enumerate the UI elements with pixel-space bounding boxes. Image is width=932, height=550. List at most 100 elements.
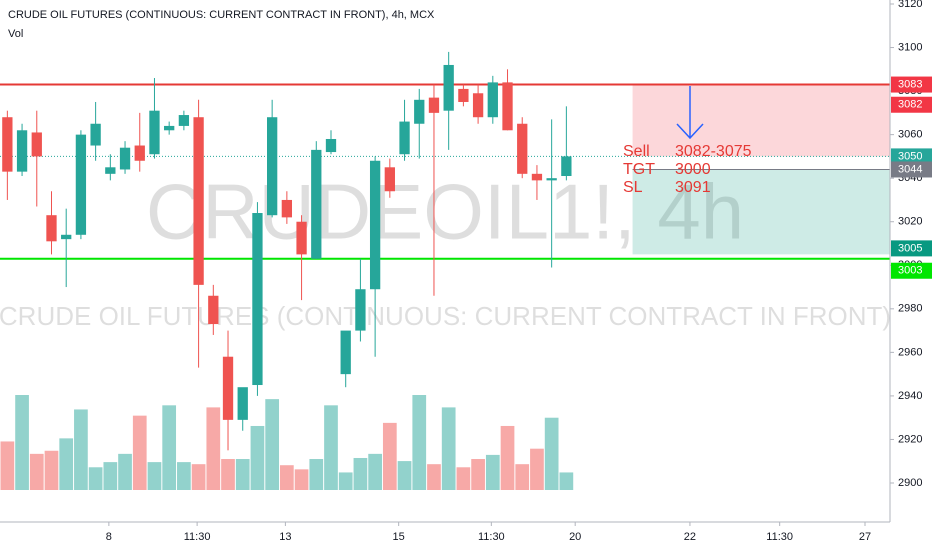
chart-title: CRUDE OIL FUTURES (CONTINUOUS: CURRENT C… bbox=[8, 9, 435, 21]
volume-bar bbox=[15, 395, 29, 490]
candle-body bbox=[237, 387, 248, 420]
candle-body bbox=[134, 145, 145, 161]
volume-bar bbox=[544, 417, 559, 490]
volume-bar bbox=[88, 467, 103, 490]
candle-body bbox=[443, 64, 454, 111]
volume-bar bbox=[147, 462, 162, 490]
candle-body bbox=[325, 138, 337, 153]
price-label: 3044 bbox=[898, 163, 922, 175]
volume-bar bbox=[235, 459, 250, 490]
x-tick-label: 20 bbox=[569, 531, 581, 543]
y-tick-label: 3060 bbox=[898, 129, 922, 141]
candle-body bbox=[105, 167, 116, 174]
annotation-text: 3091 bbox=[675, 179, 711, 196]
candle-body bbox=[340, 330, 351, 375]
volume-bar bbox=[412, 395, 427, 490]
candle-body bbox=[311, 149, 322, 259]
price-label-bg bbox=[891, 262, 932, 279]
volume-bar bbox=[338, 472, 353, 490]
candle-body bbox=[472, 93, 484, 118]
volume-bar bbox=[515, 464, 530, 490]
candle-body bbox=[487, 82, 498, 118]
volume-bar bbox=[221, 459, 235, 490]
volume-bar bbox=[250, 425, 265, 490]
volume-bar bbox=[29, 453, 44, 490]
target-zone bbox=[632, 169, 890, 255]
y-tick-label: 2940 bbox=[898, 390, 922, 402]
annotation-text: TGT bbox=[623, 161, 655, 178]
volume-bar bbox=[397, 461, 412, 490]
x-tick-label: 22 bbox=[684, 531, 696, 543]
price-label-bg bbox=[891, 76, 932, 93]
x-tick-label: 11:30 bbox=[766, 531, 793, 543]
volume-label: Vol bbox=[8, 28, 23, 40]
candle-body bbox=[193, 117, 204, 285]
candle-body bbox=[546, 178, 557, 181]
volume-bar bbox=[59, 438, 74, 490]
volume-bar bbox=[0, 441, 15, 490]
volume-bar bbox=[294, 469, 309, 490]
volume-bar bbox=[324, 405, 338, 490]
y-tick-label: 2980 bbox=[898, 303, 922, 315]
y-tick-label: 2900 bbox=[898, 477, 922, 489]
x-tick-label: 13 bbox=[279, 531, 291, 543]
candle-body bbox=[355, 289, 366, 331]
volume-bar bbox=[206, 407, 221, 490]
volume-bar bbox=[441, 407, 456, 490]
volume-bar bbox=[280, 465, 294, 490]
x-tick-label: 11:30 bbox=[478, 531, 505, 543]
candle-body bbox=[90, 123, 101, 146]
y-tick-label: 3120 bbox=[898, 0, 922, 10]
candle-body bbox=[252, 213, 263, 386]
candle-body bbox=[178, 115, 190, 126]
volume-bar bbox=[456, 467, 471, 490]
volume-bar bbox=[191, 464, 206, 490]
volume-bar bbox=[530, 448, 544, 490]
candle-body bbox=[502, 82, 513, 131]
annotation-text: 3082-3075 bbox=[675, 143, 752, 160]
candle-body bbox=[517, 123, 528, 174]
candle-body bbox=[531, 173, 543, 181]
annotation-text: SL bbox=[623, 179, 643, 196]
x-tick-label: 8 bbox=[106, 531, 112, 543]
y-tick-label: 3020 bbox=[898, 216, 922, 228]
price-label: 3050 bbox=[898, 150, 922, 162]
candle-body bbox=[281, 199, 293, 218]
annotation-text: 3000 bbox=[675, 161, 711, 178]
candle-body bbox=[164, 125, 175, 131]
candle-body bbox=[16, 130, 28, 172]
volume-bar bbox=[382, 422, 397, 490]
candle-body bbox=[458, 88, 469, 102]
x-tick-label: 27 bbox=[859, 531, 871, 543]
candle-body bbox=[267, 117, 278, 216]
price-label: 3005 bbox=[898, 242, 922, 254]
candle-body bbox=[561, 156, 572, 177]
candle-body bbox=[369, 160, 381, 290]
volume-bar bbox=[265, 399, 280, 490]
price-label: 3003 bbox=[898, 265, 922, 277]
candle-body bbox=[75, 134, 87, 235]
candle-body bbox=[399, 121, 410, 155]
volume-bar bbox=[177, 462, 191, 490]
volume-bar bbox=[471, 459, 485, 490]
candle-body bbox=[119, 147, 131, 170]
candle-body bbox=[384, 167, 395, 192]
volume-bar bbox=[74, 409, 88, 490]
candle-body bbox=[149, 110, 160, 155]
price-label: 3083 bbox=[898, 78, 922, 90]
candle-body bbox=[428, 97, 440, 113]
volume-bar bbox=[559, 472, 574, 490]
volume-bar bbox=[353, 457, 368, 490]
candle-body bbox=[31, 132, 42, 157]
volume-bar bbox=[500, 425, 515, 490]
volume-bar bbox=[132, 415, 147, 490]
volume-bar bbox=[162, 405, 177, 490]
x-tick-label: 15 bbox=[393, 531, 405, 543]
stop-zone bbox=[632, 84, 890, 157]
volume-bar bbox=[103, 462, 118, 490]
price-label-bg bbox=[891, 240, 932, 257]
volume-bar bbox=[368, 453, 382, 490]
watermark-subtitle: CRUDE OIL FUTURES (CONTINUOUS: CURRENT C… bbox=[0, 301, 891, 331]
candle-body bbox=[2, 117, 13, 172]
